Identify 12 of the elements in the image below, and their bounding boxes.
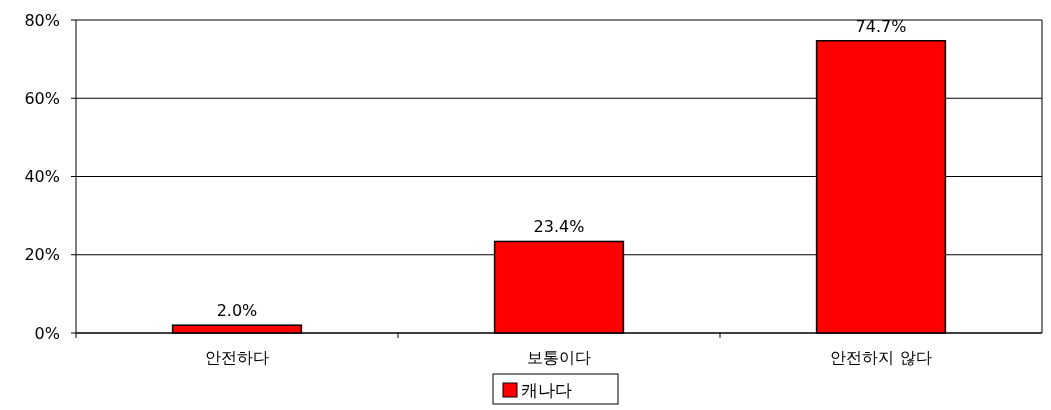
y-tick-label: 80% xyxy=(24,10,60,30)
y-tick-label: 0% xyxy=(34,323,60,343)
y-tick-label: 60% xyxy=(24,88,60,108)
y-tick-label: 20% xyxy=(24,245,60,265)
data-label: 2.0% xyxy=(216,301,258,321)
x-tick-label: 안전하다 xyxy=(205,348,269,367)
x-tick-label: 보통이다 xyxy=(527,348,591,367)
data-label: 23.4% xyxy=(533,217,585,237)
data-label: 74.7% xyxy=(855,16,907,36)
legend-label: 캐나다 xyxy=(521,379,572,400)
y-tick-label: 40% xyxy=(24,167,60,187)
x-tick-label: 안전하지 않다 xyxy=(830,348,932,367)
